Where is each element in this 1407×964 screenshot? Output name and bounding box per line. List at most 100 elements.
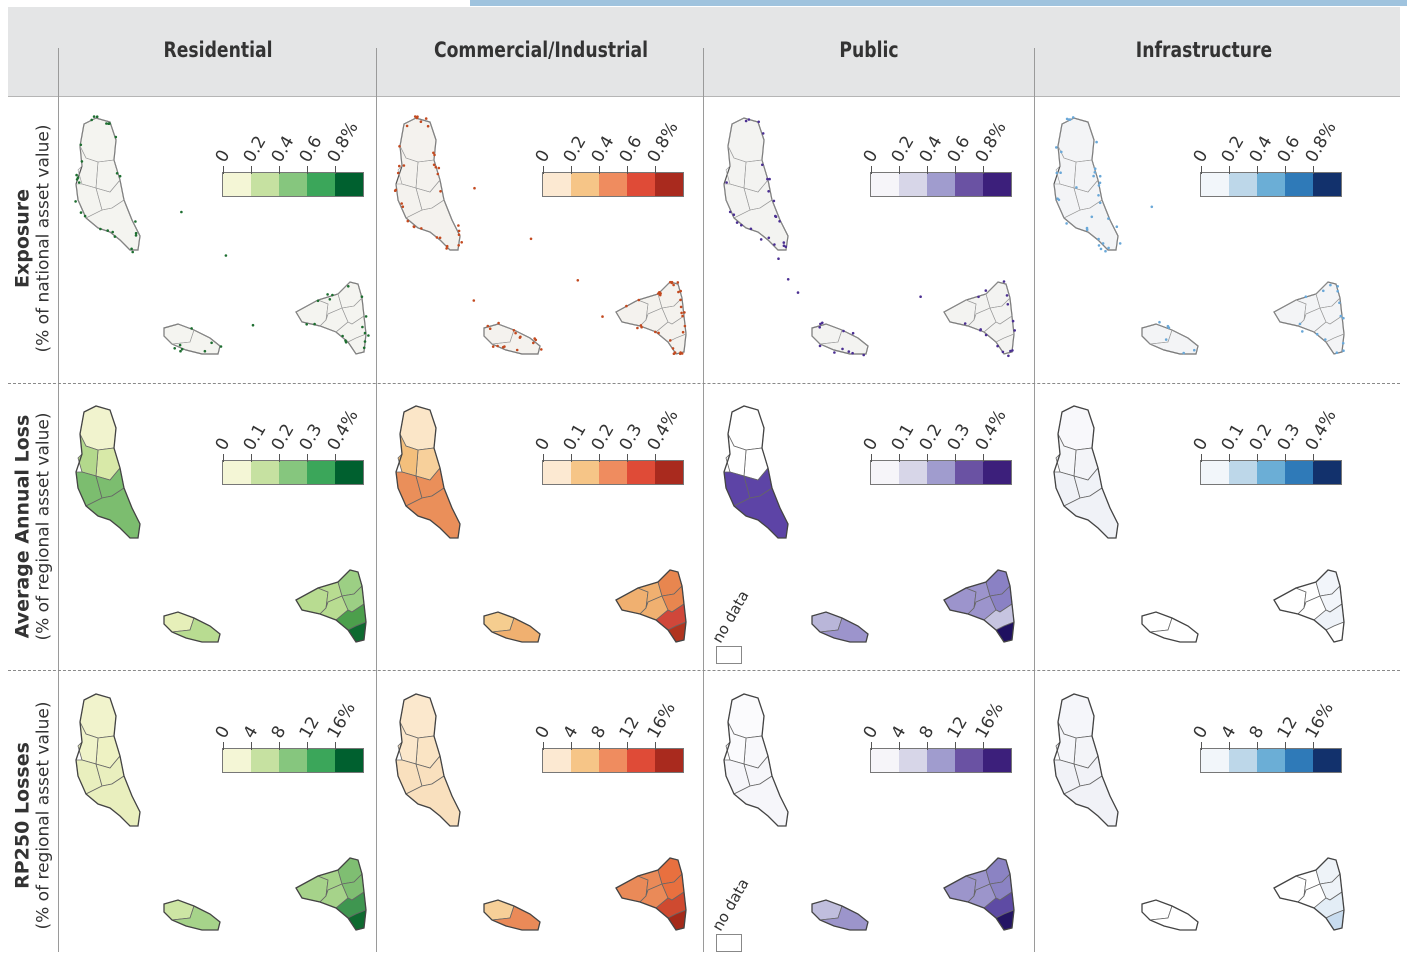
legend-tick-mark — [871, 454, 872, 462]
asset-dot — [433, 153, 436, 157]
island-outline — [1053, 405, 1119, 539]
asset-dot — [74, 200, 77, 203]
legend-tick-mark — [599, 742, 600, 750]
legend-swatch — [599, 461, 627, 484]
asset-dot — [759, 238, 763, 241]
island-outline — [811, 611, 869, 643]
asset-dot — [1098, 181, 1102, 185]
asset-dot — [658, 293, 662, 297]
asset-dot — [841, 347, 844, 351]
asset-dot — [732, 213, 736, 216]
asset-dot — [532, 341, 535, 345]
asset-dot — [818, 344, 822, 348]
legend-swatches — [542, 172, 684, 197]
asset-dot — [92, 115, 96, 118]
row-title: Average Annual Loss — [11, 414, 34, 639]
asset-dot — [1005, 294, 1009, 297]
asset-dot — [1090, 215, 1094, 219]
asset-dot — [396, 171, 400, 175]
asset-dot — [1097, 194, 1100, 197]
legend-tick-mark — [223, 454, 224, 462]
legend-tick-mark — [1201, 454, 1202, 462]
asset-dot — [1182, 351, 1185, 355]
asset-dot — [1075, 186, 1078, 189]
legend-tick-mark — [1313, 454, 1314, 462]
legend-tick-mark — [571, 166, 572, 174]
asset-dot — [416, 115, 419, 118]
legend-swatches — [1200, 748, 1342, 773]
legend-swatch — [927, 749, 955, 772]
asset-dot — [1158, 320, 1161, 324]
asset-dot — [679, 289, 682, 293]
asset-dot — [851, 351, 854, 355]
asset-dot — [1097, 237, 1100, 241]
asset-dot — [367, 334, 370, 337]
legend-swatches — [222, 172, 364, 197]
legend-swatches — [222, 748, 364, 773]
asset-dot — [362, 346, 366, 350]
asset-dot — [679, 305, 683, 309]
asset-dot — [1065, 222, 1068, 225]
legend-tick-mark — [1257, 454, 1258, 462]
legend-tick-mark — [1201, 166, 1202, 174]
legend-swatch — [871, 173, 899, 196]
column-title-residential: Residential — [163, 38, 273, 62]
district-boundary — [733, 199, 789, 251]
asset-dot — [79, 211, 83, 214]
legend-swatch — [279, 749, 307, 772]
asset-dot — [1342, 316, 1345, 320]
legend-swatch — [983, 461, 1011, 484]
asset-dot — [1011, 349, 1014, 352]
asset-dot — [400, 202, 403, 205]
asset-dot — [1315, 332, 1319, 336]
column-header-bar: Residential Commercial/Industrial Public… — [8, 7, 1400, 97]
legend-tick-mark — [1257, 166, 1258, 174]
asset-dot — [1298, 322, 1302, 326]
asset-dot — [1001, 350, 1005, 354]
legend-tick-mark — [279, 166, 280, 174]
asset-dot — [1006, 303, 1010, 306]
legend-swatch — [955, 173, 983, 196]
legend-swatch — [655, 173, 683, 196]
asset-dot — [436, 172, 440, 176]
legend-tick-mark — [983, 742, 984, 750]
asset-dot — [326, 293, 329, 296]
asset-dot — [977, 295, 980, 299]
asset-dot — [1002, 280, 1006, 283]
asset-dot — [842, 329, 845, 333]
legend-tick-mark — [655, 166, 656, 174]
asset-dot — [1098, 174, 1102, 178]
legend-tick-mark — [335, 454, 336, 462]
legend-swatches — [542, 748, 684, 773]
asset-dot — [533, 337, 536, 340]
asset-dot — [1336, 289, 1339, 293]
legend-tick-mark — [871, 742, 872, 750]
asset-dot — [1329, 283, 1332, 287]
asset-dot — [767, 236, 771, 240]
asset-dot — [636, 326, 639, 330]
color-legend: 0 0.1 0.2 0.3 0.4% — [212, 388, 372, 488]
legend-swatch — [223, 461, 251, 484]
district-boundary — [1148, 329, 1199, 355]
legend-tick-mark — [983, 166, 984, 174]
legend-tick-mark — [307, 454, 308, 462]
legend-tick-mark — [1229, 454, 1230, 462]
asset-dot — [445, 247, 448, 250]
asset-dot — [1322, 289, 1325, 293]
legend-swatch — [955, 749, 983, 772]
asset-dot — [778, 220, 781, 223]
comoros-map — [75, 693, 367, 931]
island-outline — [943, 281, 1015, 355]
asset-dot — [445, 244, 449, 248]
asset-dot — [851, 331, 855, 335]
legend-tick-mark — [627, 742, 628, 750]
district-boundary — [1063, 199, 1119, 251]
legend-swatch — [307, 461, 335, 484]
island-outline — [723, 117, 789, 251]
asset-dot — [401, 205, 405, 208]
asset-dot — [344, 339, 347, 342]
asset-dot — [1101, 242, 1105, 245]
legend-tick-mark — [627, 454, 628, 462]
map-panel-rp250-2: 0 4 8 12 16% no data — [708, 676, 1030, 964]
asset-dot — [79, 143, 83, 147]
